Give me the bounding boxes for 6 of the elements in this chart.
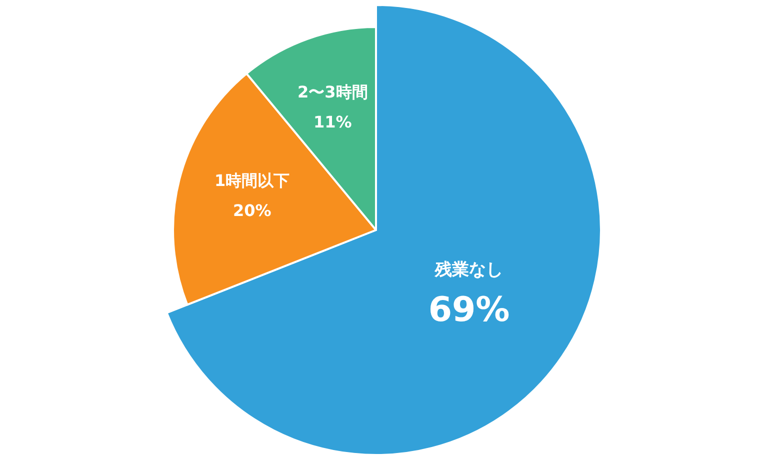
slice-label: 1時間以下 — [214, 171, 290, 190]
data-label: 11% — [314, 112, 352, 132]
slice-label: 2〜3時間 — [298, 82, 368, 102]
data-label: 20% — [232, 201, 272, 220]
data-label: 69% — [428, 290, 510, 330]
slice-label: 残業なし — [434, 260, 504, 280]
